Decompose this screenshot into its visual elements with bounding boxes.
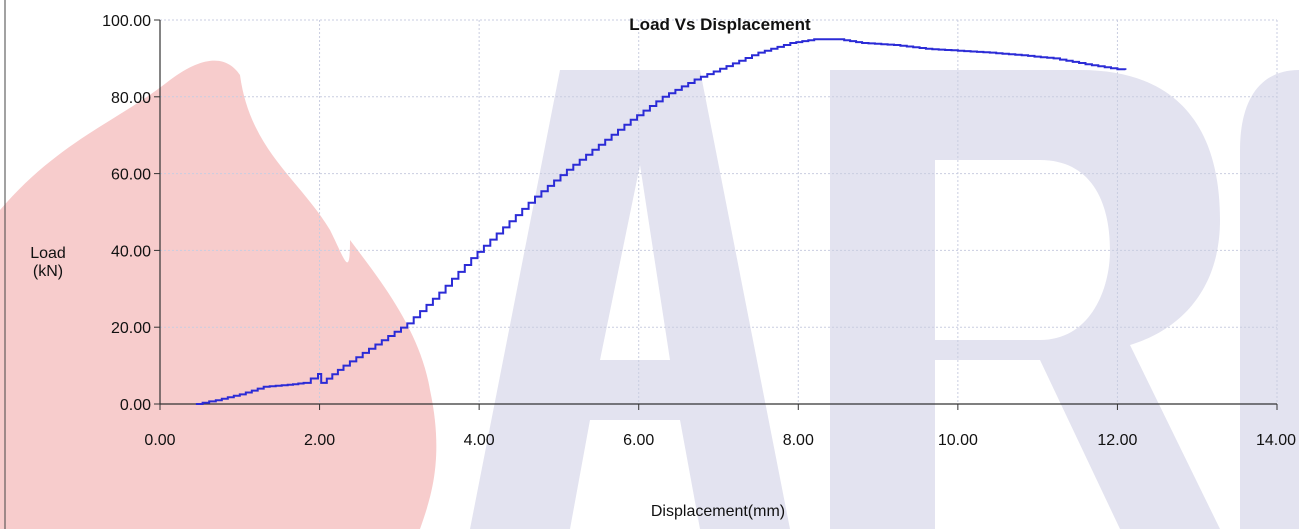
y-tick-label: 0.00: [120, 397, 151, 414]
x-tick-label: 6.00: [623, 432, 654, 449]
chart-title: Load Vs Displacement: [629, 15, 811, 34]
watermark-letter-f: [1240, 70, 1299, 529]
y-axis-label-line1: Load: [30, 245, 66, 262]
watermark-letter-r: [830, 70, 1220, 529]
y-tick-label: 20.00: [111, 320, 151, 337]
y-tick-label: 60.00: [111, 167, 151, 184]
x-axis-label: Displacement(mm): [651, 503, 785, 520]
x-tick-label: 0.00: [144, 432, 175, 449]
watermark-flame: [0, 61, 436, 529]
x-tick-label: 2.00: [304, 432, 335, 449]
y-tick-label: 80.00: [111, 90, 151, 107]
watermark-logo: [0, 61, 1299, 529]
y-tick-label: 100.00: [102, 13, 151, 30]
y-tick-label: 40.00: [111, 243, 151, 260]
x-tick-label: 8.00: [783, 432, 814, 449]
watermark-letter-a: [470, 70, 790, 529]
x-tick-label: 4.00: [464, 432, 495, 449]
y-axis-label-line2: (kN): [33, 263, 63, 280]
x-tick-label: 10.00: [938, 432, 978, 449]
x-tick-label: 12.00: [1097, 432, 1137, 449]
x-tick-label: 14.00: [1256, 432, 1296, 449]
